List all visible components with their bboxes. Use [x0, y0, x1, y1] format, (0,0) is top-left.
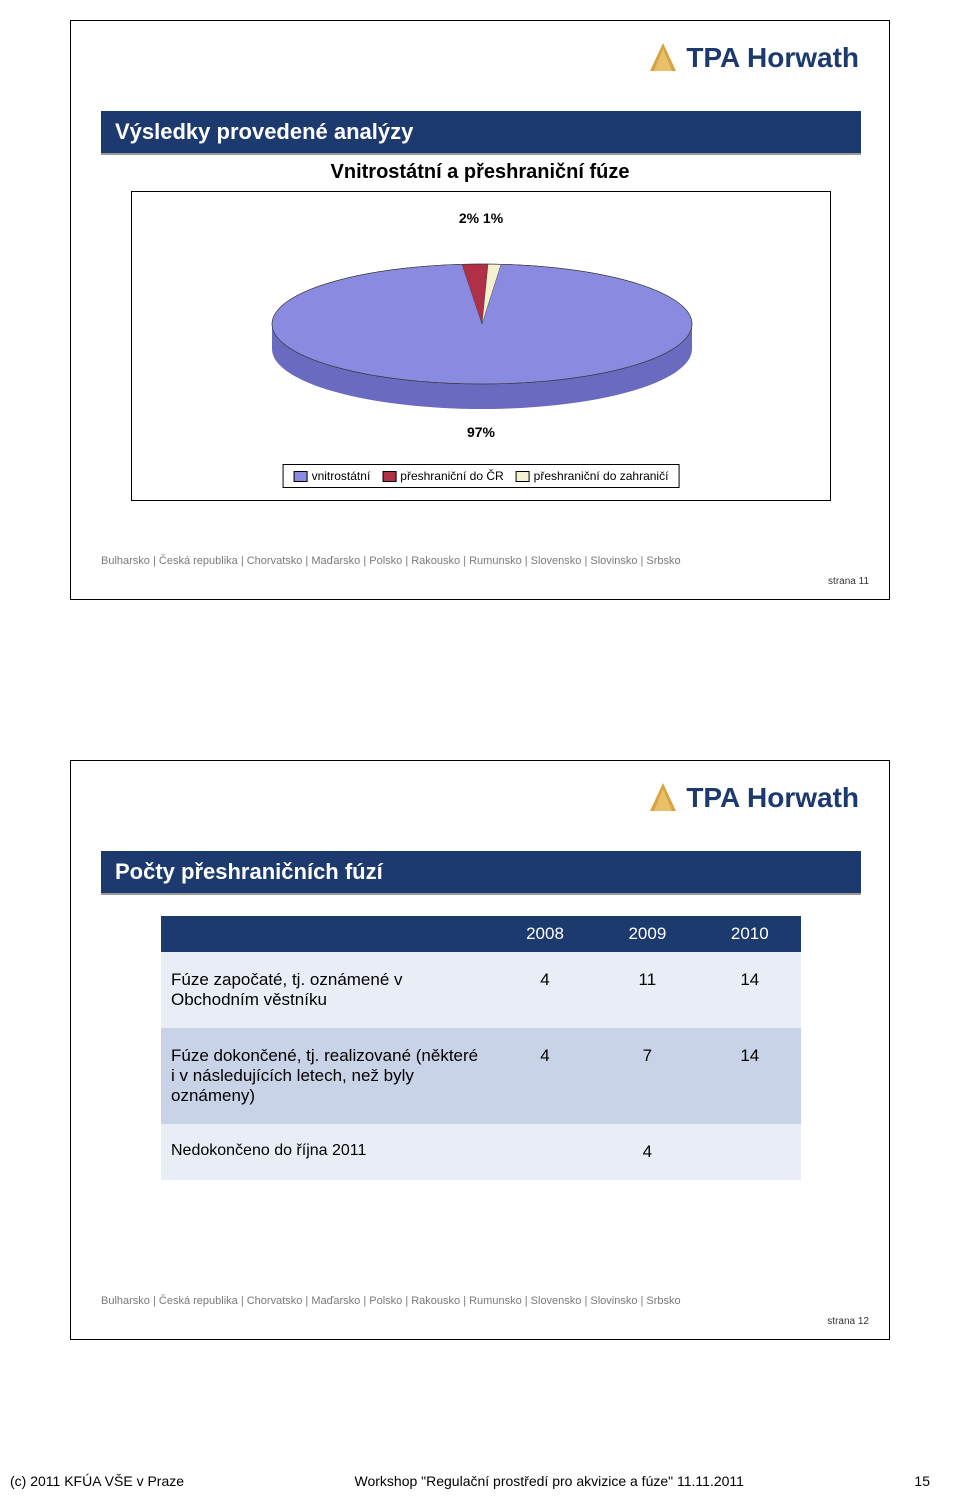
row0-v0: 4 — [494, 952, 596, 1028]
row0-v2: 14 — [699, 952, 801, 1028]
slide-1: TPA Horwath Výsledky provedené analýzy V… — [70, 20, 890, 600]
slide-2: TPA Horwath Počty přeshraničních fúzí 20… — [70, 760, 890, 1340]
row1-label: Fúze dokončené, tj. realizované (některé… — [161, 1028, 494, 1124]
th-2010: 2010 — [699, 916, 801, 952]
legend-label-2: přeshraniční do zahraničí — [534, 469, 669, 483]
table-wrap: 2008 2009 2010 Fúze započaté, tj. oznáme… — [161, 916, 801, 1180]
logo-text-2: TPA Horwath — [686, 782, 859, 814]
logo: TPA Horwath — [646, 41, 859, 75]
legend-item-0: vnitrostátní — [294, 469, 371, 483]
row2-v2 — [699, 1124, 801, 1180]
slide2-strana: strana 12 — [827, 1316, 869, 1327]
row1-v0: 4 — [494, 1028, 596, 1124]
row2-v0 — [494, 1124, 596, 1180]
th-2009: 2009 — [596, 916, 698, 952]
legend-swatch-2 — [516, 471, 530, 482]
logo-2: TPA Horwath — [646, 781, 859, 815]
page: TPA Horwath Výsledky provedené analýzy V… — [0, 0, 960, 1497]
logo-text: TPA Horwath — [686, 42, 859, 74]
row0-v1: 11 — [596, 952, 698, 1028]
row1-v1: 7 — [596, 1028, 698, 1124]
footer-left: (c) 2011 KFÚA VŠE v Praze — [10, 1473, 184, 1489]
page-footer: (c) 2011 KFÚA VŠE v Praze Workshop "Regu… — [0, 1473, 960, 1489]
logo-icon-2 — [646, 781, 680, 815]
legend-swatch-1 — [382, 471, 396, 482]
legend-swatch-0 — [294, 471, 308, 482]
pie-svg — [252, 234, 712, 424]
row1-v2: 14 — [699, 1028, 801, 1124]
slide1-title: Výsledky provedené analýzy — [101, 111, 861, 155]
table-row: Nedokončeno do října 2011 4 — [161, 1124, 801, 1180]
row2-v1: 4 — [596, 1124, 698, 1180]
legend-item-1: přeshraniční do ČR — [382, 469, 503, 483]
slide1-strana: strana 11 — [828, 576, 869, 587]
th-2008: 2008 — [494, 916, 596, 952]
table-row: Fúze dokončené, tj. realizované (některé… — [161, 1028, 801, 1124]
th-blank — [161, 916, 494, 952]
slide2-title: Počty přeshraničních fúzí — [101, 851, 861, 895]
footer-center: Workshop "Regulační prostředí pro akvizi… — [355, 1473, 744, 1489]
slide1-subtitle: Vnitrostátní a přeshraniční fúze — [71, 161, 889, 184]
pie-legend: vnitrostátní přeshraniční do ČR přeshran… — [283, 464, 680, 488]
table-header-row: 2008 2009 2010 — [161, 916, 801, 952]
table-row: Fúze započaté, tj. oznámené v Obchodním … — [161, 952, 801, 1028]
legend-label-1: přeshraniční do ČR — [400, 469, 503, 483]
row0-label: Fúze započaté, tj. oznámené v Obchodním … — [161, 952, 494, 1028]
data-table: 2008 2009 2010 Fúze započaté, tj. oznáme… — [161, 916, 801, 1180]
row2-label: Nedokončeno do října 2011 — [161, 1124, 494, 1180]
pie-bottom-label: 97% — [132, 424, 830, 440]
slide1-countries: Bulharsko | Česká republika | Chorvatsko… — [101, 555, 859, 567]
legend-label-0: vnitrostátní — [312, 469, 371, 483]
logo-icon — [646, 41, 680, 75]
pie-chart: 2% 1% 97% vnitrostátní — [131, 191, 831, 501]
footer-right: 15 — [914, 1473, 930, 1489]
slide2-countries: Bulharsko | Česká republika | Chorvatsko… — [101, 1295, 859, 1307]
legend-item-2: přeshraniční do zahraničí — [516, 469, 669, 483]
pie-top-labels: 2% 1% — [132, 210, 830, 226]
